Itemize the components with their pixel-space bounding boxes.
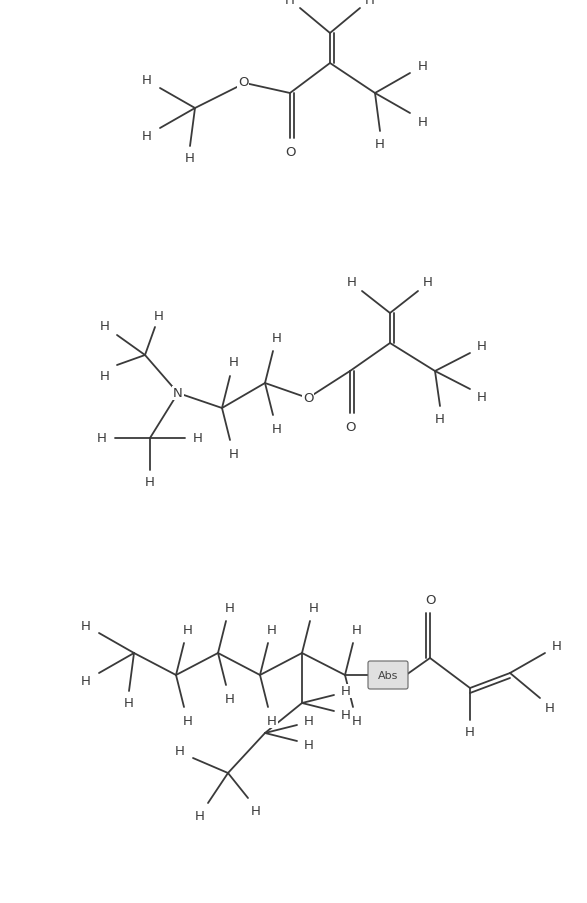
Text: H: H: [267, 623, 277, 636]
Text: H: H: [183, 714, 193, 728]
Text: O: O: [238, 76, 248, 88]
Text: H: H: [100, 319, 110, 332]
Text: H: H: [309, 600, 319, 614]
Text: H: H: [193, 432, 203, 445]
Text: H: H: [100, 369, 110, 382]
Text: H: H: [341, 684, 351, 698]
Text: H: H: [183, 623, 193, 636]
Text: H: H: [185, 153, 195, 165]
Text: H: H: [477, 340, 487, 352]
Text: H: H: [195, 810, 205, 823]
Text: H: H: [225, 600, 235, 614]
Text: H: H: [229, 356, 239, 369]
Text: H: H: [154, 309, 164, 322]
FancyBboxPatch shape: [368, 661, 408, 689]
Text: H: H: [304, 714, 314, 728]
Text: H: H: [142, 74, 152, 88]
Text: H: H: [229, 448, 239, 461]
Text: H: H: [347, 275, 357, 288]
Text: H: H: [272, 423, 282, 436]
Text: N: N: [173, 387, 183, 400]
Text: O: O: [345, 421, 355, 434]
Text: O: O: [285, 146, 295, 159]
Text: H: H: [423, 275, 433, 288]
Text: H: H: [352, 623, 362, 636]
Text: H: H: [175, 745, 185, 758]
Text: H: H: [341, 709, 351, 721]
Text: H: H: [465, 726, 475, 739]
Text: H: H: [251, 805, 261, 817]
Text: H: H: [225, 693, 235, 706]
Text: H: H: [375, 137, 385, 150]
Text: H: H: [477, 391, 487, 404]
Text: H: H: [142, 130, 152, 144]
Text: H: H: [81, 675, 91, 688]
Text: H: H: [545, 702, 555, 714]
Text: H: H: [352, 714, 362, 728]
Text: H: H: [145, 476, 155, 489]
Text: Abs: Abs: [378, 670, 398, 680]
Text: H: H: [81, 619, 91, 632]
Text: H: H: [124, 697, 134, 710]
Text: H: H: [285, 0, 295, 7]
Text: H: H: [365, 0, 375, 7]
Text: H: H: [272, 331, 282, 344]
Text: H: H: [418, 60, 428, 72]
Text: O: O: [425, 593, 435, 606]
Text: H: H: [267, 714, 277, 728]
Text: H: H: [304, 739, 314, 751]
Text: H: H: [97, 432, 107, 445]
Text: H: H: [418, 116, 428, 128]
Text: O: O: [303, 392, 313, 405]
Text: H: H: [435, 413, 445, 426]
Text: H: H: [552, 638, 562, 652]
